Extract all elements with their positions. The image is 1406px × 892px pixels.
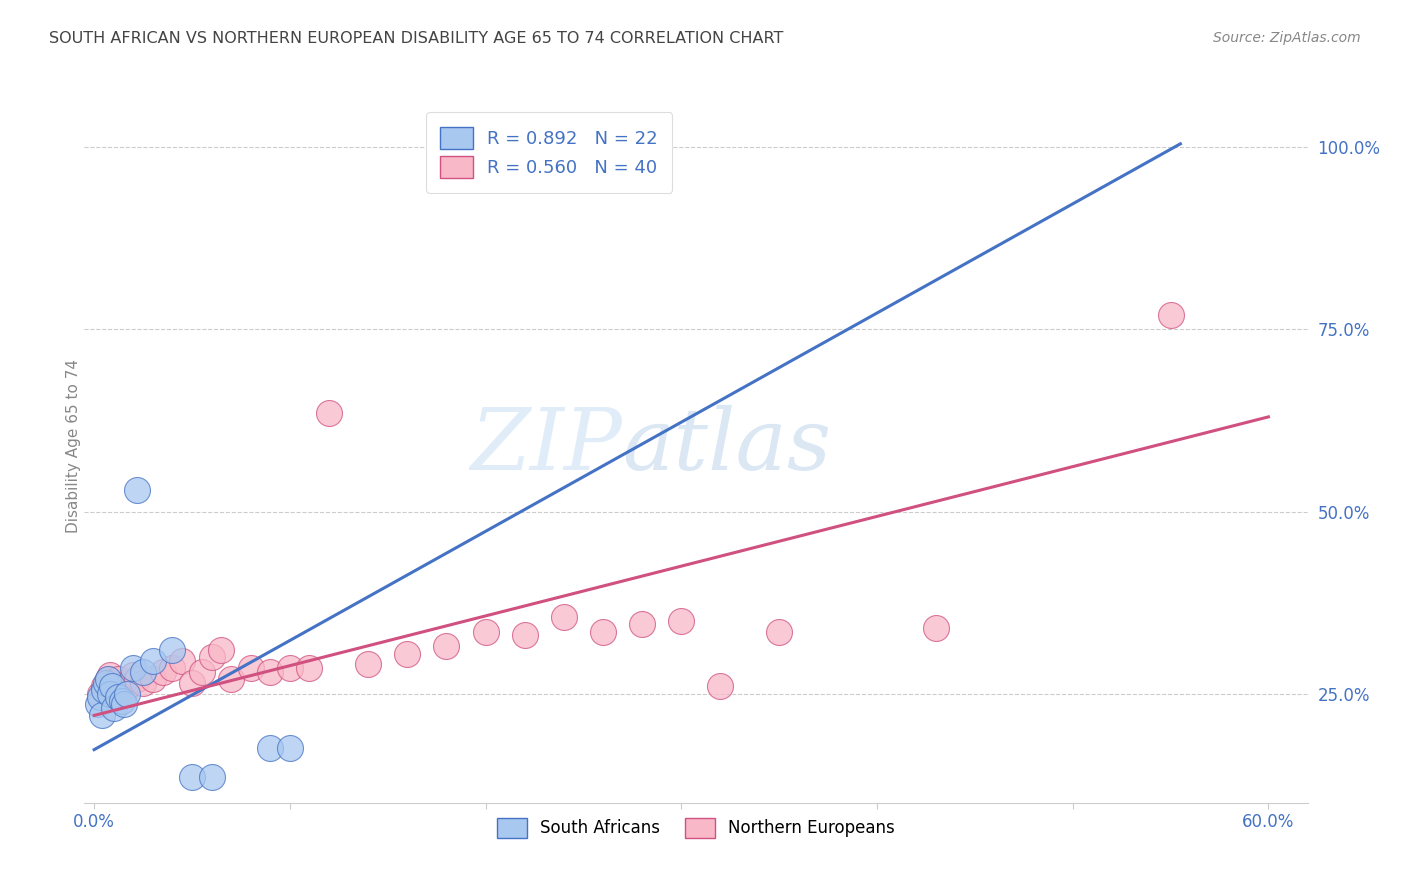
Point [103, 679, 125, 693]
Point [89, 690, 111, 705]
Point [592, 624, 614, 639]
Point [172, 654, 194, 668]
Point [474, 624, 496, 639]
Point [318, 406, 340, 420]
Point [298, 661, 321, 675]
Point [142, 672, 165, 686]
Text: SOUTH AFRICAN VS NORTHERN EUROPEAN DISABILITY AGE 65 TO 74 CORRELATION CHART: SOUTH AFRICAN VS NORTHERN EUROPEAN DISAB… [49, 31, 783, 46]
Point [671, 614, 693, 628]
Point [219, 672, 242, 686]
Point [94, 675, 117, 690]
Point [110, 694, 132, 708]
Point [162, 643, 184, 657]
Point [239, 661, 262, 675]
Point [98, 668, 121, 682]
Point [631, 617, 654, 632]
Y-axis label: Disability Age 65 to 74: Disability Age 65 to 74 [66, 359, 80, 533]
Point [768, 624, 790, 639]
Point [107, 672, 129, 686]
Point [112, 698, 135, 712]
Point [278, 741, 301, 756]
Point [181, 675, 204, 690]
Point [259, 741, 281, 756]
Point [357, 657, 380, 672]
Point [152, 665, 174, 679]
Point [117, 679, 139, 693]
Point [93, 682, 115, 697]
Point [1160, 308, 1182, 322]
Point [91, 708, 114, 723]
Point [513, 628, 536, 642]
Text: ZIP: ZIP [471, 405, 623, 487]
Point [87, 698, 110, 712]
Point [127, 672, 149, 686]
Point [191, 665, 214, 679]
Point [200, 650, 222, 665]
Point [117, 687, 139, 701]
Point [89, 687, 111, 701]
Point [93, 679, 115, 693]
Point [925, 621, 948, 635]
Point [132, 665, 155, 679]
Point [181, 770, 204, 784]
Point [396, 647, 419, 661]
Text: Source: ZipAtlas.com: Source: ZipAtlas.com [1213, 31, 1361, 45]
Point [209, 643, 232, 657]
Point [127, 483, 149, 497]
Text: atlas: atlas [623, 405, 832, 487]
Point [110, 682, 132, 697]
Point [97, 672, 120, 686]
Point [107, 690, 129, 705]
Legend: South Africans, Northern Europeans: South Africans, Northern Europeans [486, 807, 905, 848]
Point [97, 672, 120, 686]
Point [259, 665, 281, 679]
Point [122, 668, 145, 682]
Point [132, 675, 155, 690]
Point [278, 661, 301, 675]
Point [112, 687, 135, 701]
Point [100, 679, 122, 693]
Point [200, 770, 222, 784]
Point [709, 679, 731, 693]
Point [100, 675, 122, 690]
Point [103, 701, 125, 715]
Point [162, 661, 184, 675]
Point [122, 661, 145, 675]
Point [98, 687, 121, 701]
Point [553, 610, 575, 624]
Point [436, 639, 458, 653]
Point [142, 654, 165, 668]
